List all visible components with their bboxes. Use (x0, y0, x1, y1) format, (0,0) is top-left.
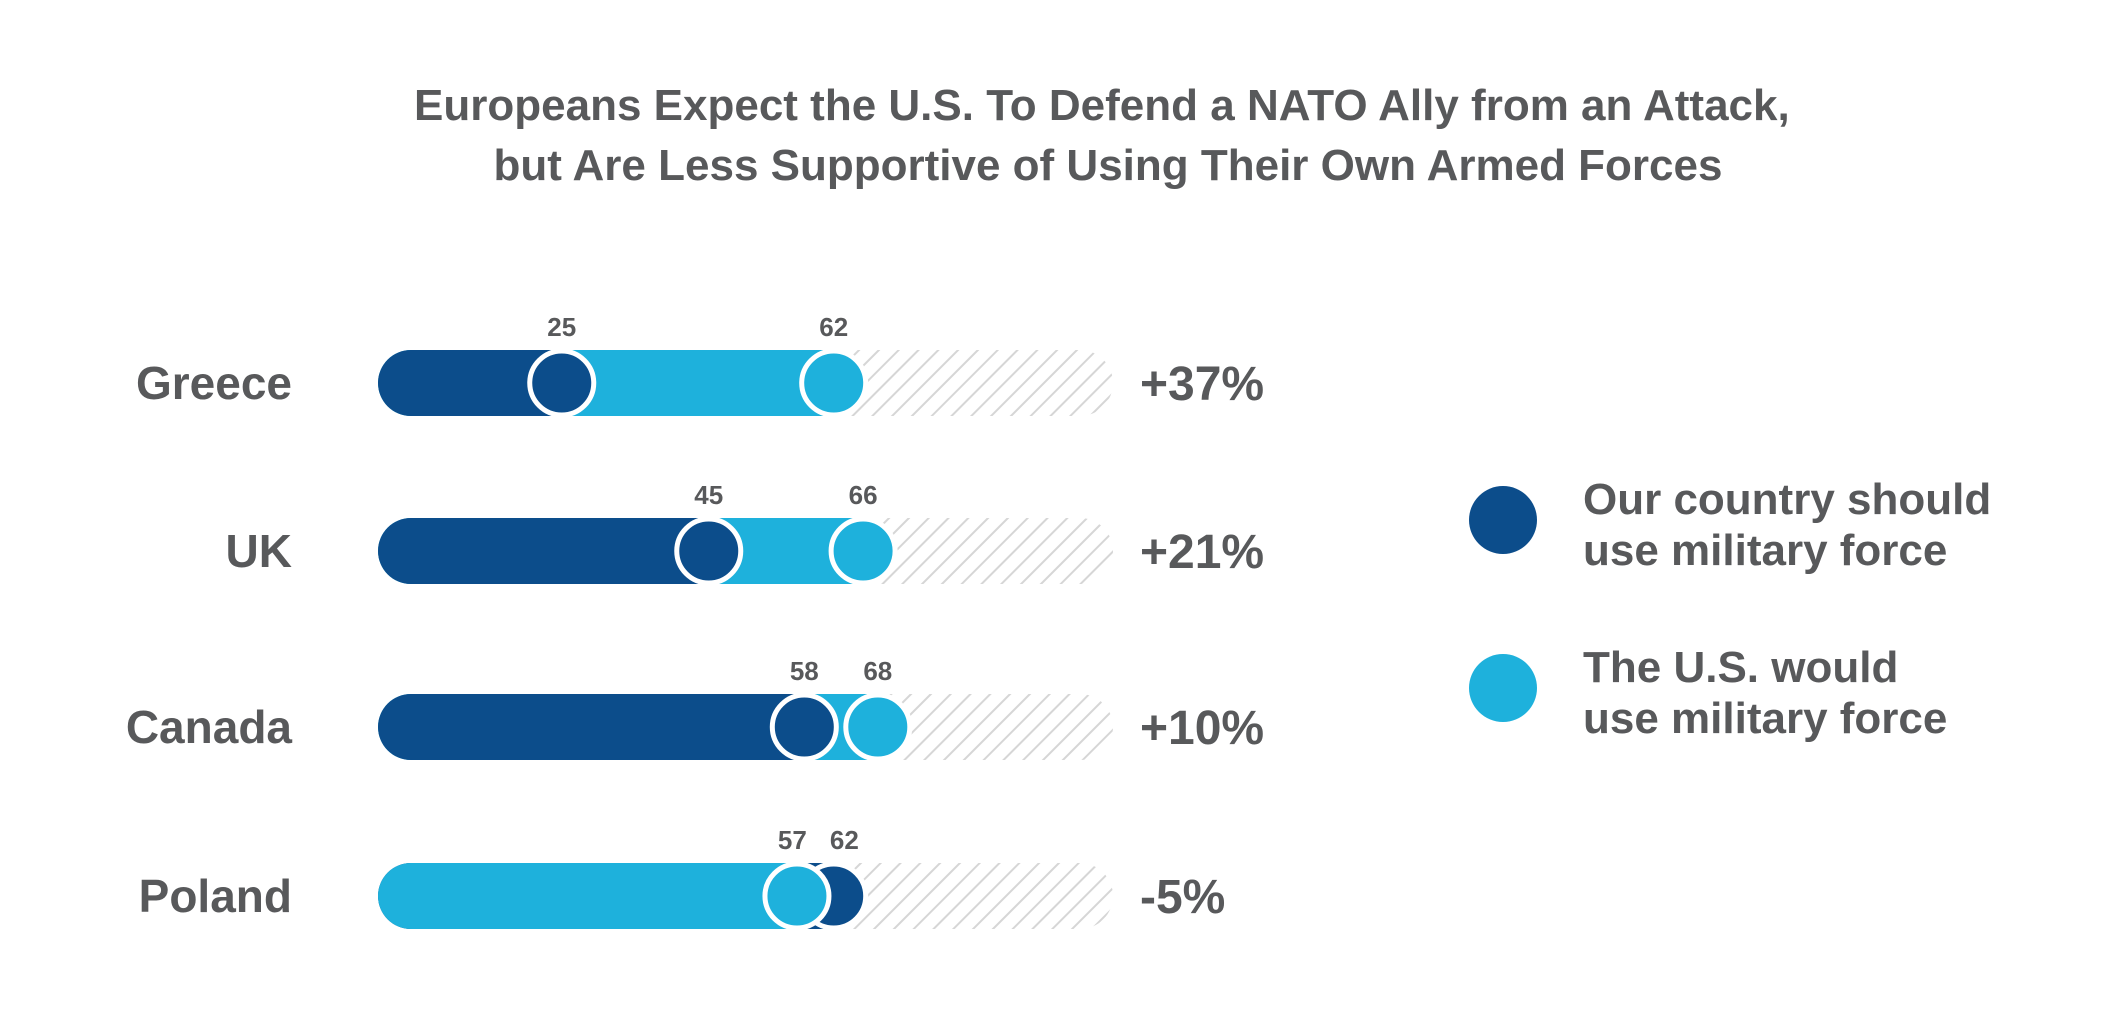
legend-swatch (1469, 654, 1537, 722)
value-label-own: 25 (547, 312, 576, 342)
legend-item-us: The U.S. would use military force (1469, 643, 1947, 743)
marker-us (843, 692, 913, 762)
value-label-own: 58 (790, 656, 819, 686)
difference-label: -5% (1140, 871, 1225, 924)
legend-label-line: use military force (1583, 526, 1947, 575)
bar-track (378, 350, 1113, 416)
row-uk: UK 45 66 +21% (226, 480, 1264, 586)
marker-own (674, 516, 744, 586)
marker-own (769, 692, 839, 762)
chart-title-line-1: Europeans Expect the U.S. To Defend a NA… (414, 81, 1790, 130)
row-canada: Canada 58 68 +10% (126, 656, 1264, 762)
value-label-us: 62 (819, 312, 848, 342)
country-label: Canada (126, 701, 293, 753)
chart-rows: Greece 25 62 +37% UK 45 66 +21% Canada 58 68 +10% Po… (126, 312, 1264, 931)
value-label-us: 66 (849, 480, 878, 510)
legend-label-line: use military force (1583, 694, 1947, 743)
chart-title: Europeans Expect the U.S. To Defend a NA… (414, 81, 1802, 190)
value-label-us: 57 (778, 825, 807, 855)
legend: Our country should use military forceThe … (1469, 475, 1991, 743)
legend-swatch (1469, 486, 1537, 554)
difference-label: +21% (1140, 526, 1264, 579)
difference-label: +37% (1140, 358, 1264, 411)
value-label-own: 62 (830, 825, 859, 855)
bar-track (378, 863, 1113, 929)
country-label: UK (226, 525, 292, 577)
legend-label-line: Our country should (1583, 475, 1991, 524)
bar-track (378, 518, 1113, 584)
bar-segment-own (378, 694, 805, 760)
legend-item-own: Our country should use military force (1469, 475, 1991, 575)
bar-segment-own (378, 518, 709, 584)
marker-own (527, 348, 597, 418)
legend-label: Our country should use military force (1583, 475, 1991, 575)
value-label-us: 68 (863, 656, 892, 686)
chart-title-line-2: but Are Less Supportive of Using Their O… (494, 141, 1723, 190)
legend-label: The U.S. would use military force (1583, 643, 1947, 743)
marker-us (828, 516, 898, 586)
legend-label-line: The U.S. would (1583, 643, 1898, 692)
difference-label: +10% (1140, 702, 1264, 755)
value-label-own: 45 (694, 480, 723, 510)
bar-track (378, 694, 1113, 760)
country-label: Poland (139, 870, 292, 922)
row-greece: Greece 25 62 +37% (136, 312, 1264, 418)
bar-segment-us (378, 863, 797, 929)
marker-us (762, 861, 832, 931)
country-label: Greece (136, 357, 292, 409)
row-poland: Poland 62 57 -5% (139, 825, 1225, 931)
marker-us (799, 348, 869, 418)
